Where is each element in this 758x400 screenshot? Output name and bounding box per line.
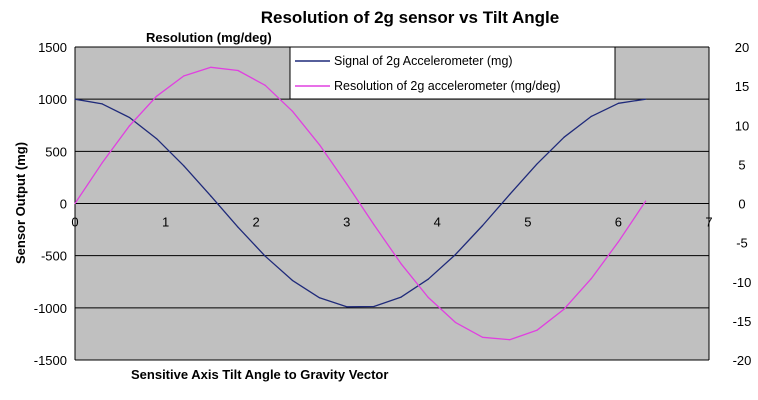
data-point	[128, 125, 130, 127]
x-tick-label: 0	[71, 215, 78, 230]
y2-tick-labels: 20 15 10 5 0 -5 -10 -15 -20	[733, 40, 752, 368]
x-tick-label: 2	[253, 215, 260, 230]
data-point	[101, 103, 103, 105]
data-point	[291, 110, 293, 112]
y-tick-label: 1000	[38, 92, 67, 107]
data-point	[183, 75, 185, 77]
y2-axis-label: Resolution (mg/deg)	[146, 30, 272, 45]
data-point	[264, 84, 266, 86]
data-point	[645, 200, 647, 202]
data-point	[346, 306, 348, 308]
data-point	[563, 308, 565, 310]
legend: Signal of 2g Accelerometer (mg) Resoluti…	[289, 46, 616, 100]
data-point	[74, 202, 76, 205]
data-point	[155, 138, 158, 140]
series-layer	[74, 66, 647, 341]
y-tick-label: -1000	[34, 301, 67, 316]
data-point	[373, 305, 375, 308]
legend-label-resolution: Resolution of 2g accelerometer (mg/deg)	[334, 79, 561, 93]
data-point	[536, 329, 538, 331]
data-point	[454, 321, 456, 324]
data-point	[617, 241, 620, 243]
data-point	[590, 115, 592, 117]
data-point	[536, 163, 538, 165]
y2-tick-label: 15	[735, 79, 749, 94]
y-tick-label: 500	[45, 144, 67, 159]
data-point	[400, 263, 402, 265]
data-point	[318, 297, 321, 299]
data-point	[373, 224, 375, 226]
data-point	[183, 165, 185, 167]
x-tick-labels: 0 1 2 3 4 5 6 7	[71, 215, 712, 230]
data-point	[509, 339, 511, 341]
data-point	[454, 254, 456, 256]
data-point	[264, 255, 266, 257]
data-point	[481, 336, 484, 338]
data-point	[210, 195, 212, 197]
y-tick-label: 1500	[38, 40, 67, 55]
data-point	[400, 296, 402, 298]
data-point	[128, 116, 130, 119]
data-point	[509, 193, 511, 196]
data-point	[74, 98, 76, 100]
series-line-signal	[74, 98, 646, 308]
data-point	[237, 69, 239, 72]
x-tick-label: 1	[162, 215, 169, 230]
data-point	[563, 136, 565, 138]
legend-box	[289, 46, 616, 100]
y2-tick-label: 10	[735, 118, 749, 133]
data-point	[101, 162, 103, 164]
data-point	[155, 95, 158, 97]
data-point	[346, 183, 348, 185]
x-tick-label: 5	[524, 215, 531, 230]
data-point	[590, 278, 592, 280]
y2-tick-label: -20	[733, 353, 752, 368]
y2-tick-label: 5	[738, 157, 745, 172]
y-tick-label: -1500	[34, 353, 67, 368]
y-tick-label: 0	[60, 197, 67, 212]
x-tick-label: 6	[615, 215, 622, 230]
y2-tick-label: 0	[738, 197, 745, 212]
data-point	[237, 226, 239, 228]
data-point	[210, 66, 212, 68]
y-axis-label: Sensor Output (mg)	[13, 142, 28, 264]
data-point	[617, 102, 620, 104]
data-point	[645, 98, 647, 100]
x-axis-label: Sensitive Axis Tilt Angle to Gravity Vec…	[131, 367, 388, 382]
y2-tick-label: -10	[733, 275, 752, 290]
data-point	[427, 278, 429, 280]
data-point	[427, 296, 429, 298]
data-point	[481, 224, 484, 227]
data-point	[291, 279, 293, 281]
y-tick-label: -500	[41, 249, 67, 264]
y-tick-labels: 1500 1000 500 0 -500 -1000 -1500	[34, 40, 67, 368]
x-tick-label: 3	[343, 215, 350, 230]
chart-title: Resolution of 2g sensor vs Tilt Angle	[261, 8, 560, 27]
y2-tick-label: -15	[733, 314, 752, 329]
data-point	[318, 144, 321, 146]
y2-tick-label: 20	[735, 40, 749, 55]
x-tick-label: 4	[434, 215, 441, 230]
x-tick-label: 7	[705, 215, 712, 230]
series-line-resolution	[74, 66, 647, 341]
y2-tick-label: -5	[736, 236, 748, 251]
legend-label-signal: Signal of 2g Accelerometer (mg)	[334, 54, 513, 68]
